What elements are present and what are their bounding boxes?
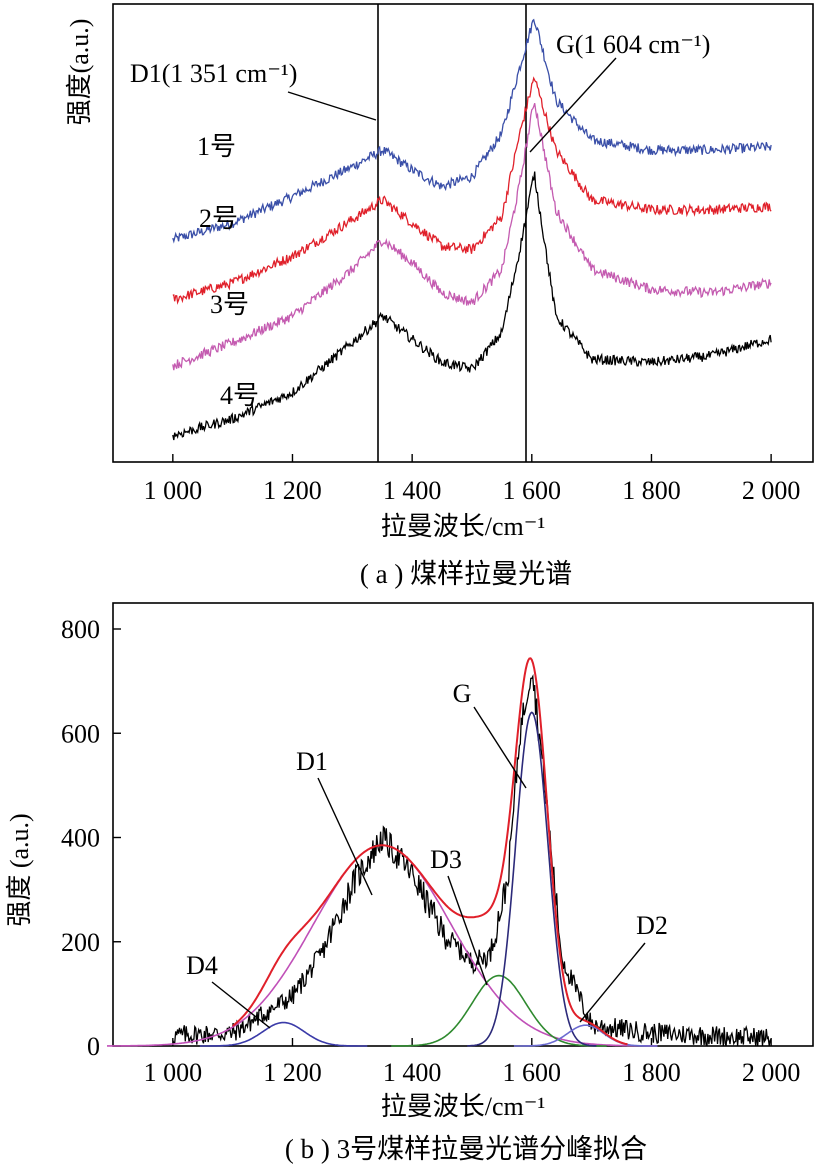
- panel-a-series-labels: 1号 2号 3号 4号: [197, 132, 259, 410]
- series-line-3: [172, 103, 772, 371]
- x-tick-label: 1 200: [263, 476, 322, 505]
- measured-spectrum-line: [172, 673, 772, 1047]
- panel-a-x-ticks: 1 000 1 200 1 400 1 600 1 800 2 000: [144, 454, 801, 505]
- series-label-3: 3号: [210, 290, 249, 319]
- panel-b-series: [107, 657, 772, 1047]
- annotation-g: G(1 604 cm⁻¹): [556, 30, 710, 59]
- series-line-4: [172, 171, 772, 441]
- band-curve-d2: [513, 1024, 658, 1047]
- band-label-d4: D4: [186, 951, 218, 980]
- x-tick-label: 1 200: [263, 1058, 322, 1087]
- panel-b-ticks: 1 000 1 200 1 400 1 600 1 800 2 000 0 200 400 600…: [61, 615, 800, 1087]
- series-line-2: [172, 76, 772, 305]
- panel-b: 1 000 1 200 1 400 1 600 1 800 2 000 0 200 400 600…: [5, 602, 814, 1164]
- y-tick-label: 800: [61, 615, 100, 644]
- band-leader-d3: [447, 875, 488, 986]
- band-label-g: G: [453, 679, 472, 708]
- panel-a-series: [172, 18, 772, 441]
- band-label-d1: D1: [296, 747, 328, 776]
- x-tick-label: 1 600: [503, 476, 562, 505]
- series-line-1: [172, 18, 772, 244]
- annotation-leader-g: [529, 57, 617, 153]
- x-tick-label: 1 000: [144, 1058, 203, 1087]
- band-leader-g: [473, 706, 527, 789]
- x-tick-label: 1 800: [622, 1058, 681, 1087]
- annotation-leader-d1: [287, 91, 377, 121]
- x-tick-label: 1 400: [383, 476, 442, 505]
- band-label-d2: D2: [636, 911, 668, 940]
- band-curve-d1: [107, 844, 658, 1047]
- band-curve-d3: [391, 974, 607, 1047]
- y-tick-label: 600: [61, 719, 100, 748]
- band-curve-d4: [199, 1021, 368, 1047]
- x-tick-label: 2 000: [742, 1058, 801, 1087]
- y-tick-label: 400: [61, 824, 100, 853]
- y-tick-label: 0: [87, 1032, 100, 1061]
- band-curve-g: [467, 711, 597, 1047]
- x-tick-label: 2 000: [742, 476, 801, 505]
- x-tick-label: 1 800: [622, 476, 681, 505]
- series-label-4: 4号: [220, 381, 259, 410]
- panel-a-y-axis-label: 强度(a.u.): [65, 19, 94, 126]
- band-leader-d2: [579, 942, 646, 1023]
- x-tick-label: 1 600: [503, 1058, 562, 1087]
- series-label-2: 2号: [199, 204, 238, 233]
- y-tick-label: 200: [61, 928, 100, 957]
- x-tick-label: 1 400: [383, 1058, 442, 1087]
- band-label-d3: D3: [430, 845, 462, 874]
- x-tick-label: 1 000: [144, 476, 203, 505]
- panel-b-caption: ( b ) 3号煤样拉曼光谱分峰拟合: [285, 1134, 647, 1164]
- panel-a: 1 000 1 200 1 400 1 600 1 800 2 000 1号2号3号4号 …: [65, 3, 814, 589]
- annotation-d1: D1(1 351 cm⁻¹): [130, 59, 297, 88]
- panel-b-frame: [112, 602, 814, 1047]
- series-label-1: 1号: [197, 132, 236, 161]
- panel-a-x-axis-label: 拉曼波长/cm⁻¹: [381, 512, 546, 541]
- fit-curve: [232, 657, 628, 1046]
- panel-a-caption: ( a ) 煤样拉曼光谱: [360, 559, 572, 589]
- band-leader-d4: [211, 981, 271, 1029]
- band-leader-d1: [317, 777, 373, 896]
- panel-a-frame: [112, 3, 814, 463]
- panel-b-x-axis-label: 拉曼波长/cm⁻¹: [381, 1092, 546, 1121]
- panel-b-y-axis-label: 强度 (a.u.): [5, 813, 34, 926]
